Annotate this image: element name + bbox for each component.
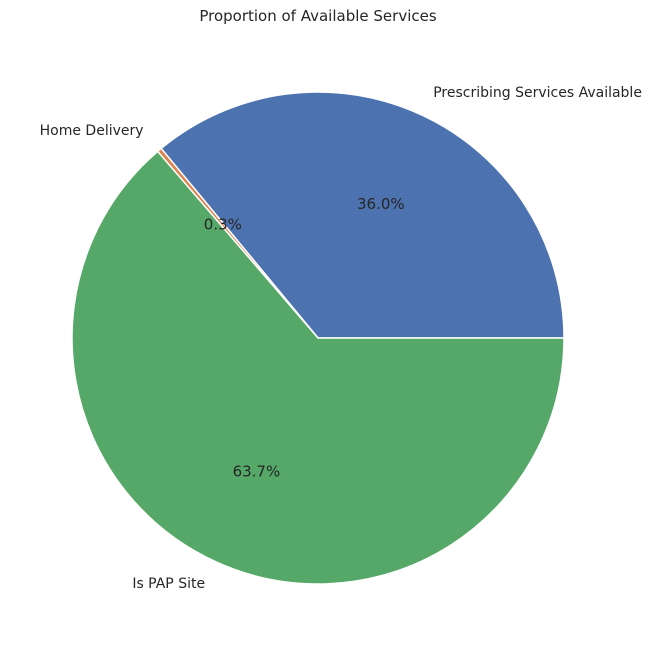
pie-slices xyxy=(71,91,565,585)
slice-percent-label-0: 36.0% xyxy=(357,195,405,213)
pie-slice-2 xyxy=(71,150,565,585)
chart-title: Proportion of Available Services xyxy=(199,7,436,25)
pie-labels: Prescribing Services Available 36.0% Home … xyxy=(40,85,642,592)
slice-percent-label-1: 0.3% xyxy=(204,216,242,234)
pie-slice-0 xyxy=(160,91,565,339)
slice-category-label-0: Prescribing Services Available xyxy=(433,85,642,101)
slice-category-label-2: Is PAP Site xyxy=(132,576,205,592)
slice-percent-label-2: 63.7% xyxy=(233,463,281,481)
slice-category-label-1: Home Delivery xyxy=(40,123,144,139)
